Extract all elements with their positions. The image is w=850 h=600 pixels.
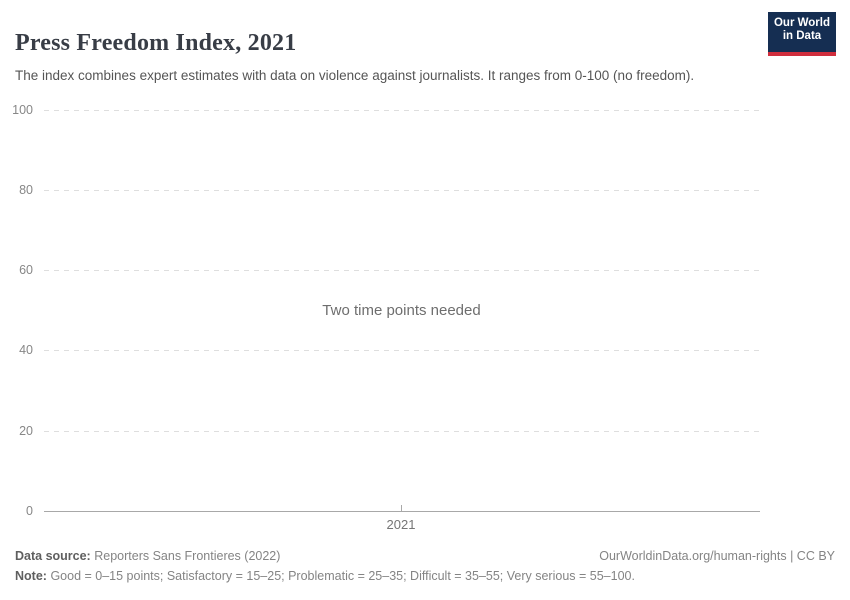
x-axis-tick-2021 — [401, 505, 402, 511]
data-source-label: Data source: — [15, 549, 91, 563]
y-tick-label-80: 80 — [19, 183, 33, 197]
y-tick-label-40: 40 — [19, 343, 33, 357]
owid-logo: Our World in Data — [768, 12, 836, 56]
gridline-40 — [44, 350, 759, 351]
y-tick-label-60: 60 — [19, 263, 33, 277]
page-title: Press Freedom Index, 2021 — [15, 30, 297, 57]
note-value: Good = 0–15 points; Satisfactory = 15–25… — [50, 569, 635, 583]
data-source-value: Reporters Sans Frontieres (2022) — [94, 549, 281, 563]
owid-url-link[interactable]: OurWorldinData.org/human-rights | CC BY — [599, 549, 835, 563]
owid-logo-line2: in Data — [782, 30, 822, 42]
y-tick-label-0: 0 — [26, 504, 33, 518]
gridline-100 — [44, 110, 759, 111]
owid-logo-line1: Our World — [773, 17, 830, 29]
gridline-60 — [44, 270, 759, 271]
note-label: Note: — [15, 569, 47, 583]
gridline-80 — [44, 190, 759, 191]
data-source-line: Data source: Reporters Sans Frontieres (… — [15, 549, 280, 563]
x-axis-line — [44, 511, 760, 512]
chart-subtitle: The index combines expert estimates with… — [15, 67, 695, 83]
y-tick-label-20: 20 — [19, 424, 33, 438]
empty-chart-message: Two time points needed — [322, 302, 481, 319]
y-tick-label-100: 100 — [12, 103, 33, 117]
gridline-20 — [44, 431, 759, 432]
note-line: Note: Good = 0–15 points; Satisfactory =… — [15, 569, 635, 583]
x-tick-label-2021: 2021 — [386, 517, 416, 532]
